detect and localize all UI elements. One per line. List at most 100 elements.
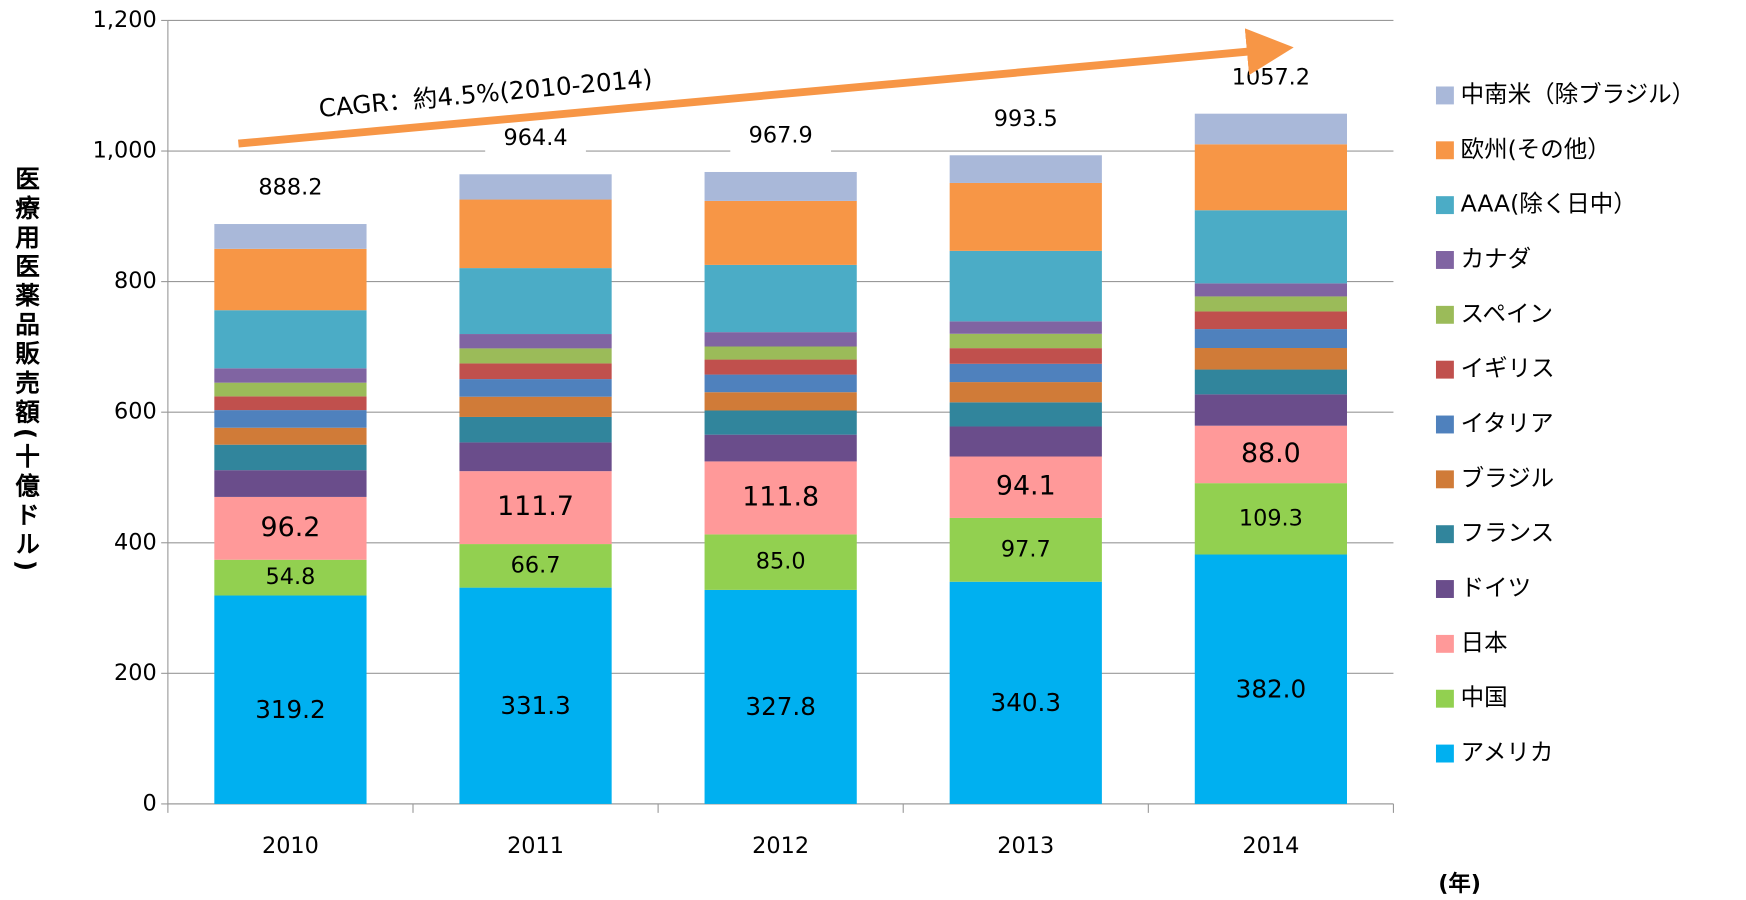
total-label: 993.5	[994, 106, 1058, 132]
legend-swatch	[1435, 141, 1454, 160]
bar-segment	[949, 250, 1102, 322]
bar-segment	[949, 517, 1102, 582]
legend-label: ドイツ	[1461, 574, 1532, 602]
bar-segment	[704, 410, 857, 435]
bar-segment	[1194, 296, 1347, 312]
total-label-bg	[730, 118, 832, 155]
legend-label: スペイン	[1461, 299, 1553, 327]
y-tick-label: 600	[114, 399, 157, 425]
y-tick-label: 800	[114, 268, 157, 294]
x-tick-label: 2013	[997, 833, 1054, 859]
legend-label: 中国	[1461, 683, 1508, 711]
y-axis-label: 医療用医薬品販売額(十億ドル)	[12, 166, 41, 576]
bar-segment	[704, 171, 857, 201]
bar-segment	[704, 534, 857, 590]
bar-segment	[214, 396, 367, 411]
legend-label: AAA(除く日中）	[1461, 190, 1637, 218]
legend-swatch	[1435, 305, 1454, 324]
bar-segment	[214, 248, 367, 311]
bar-segment	[1194, 483, 1347, 555]
bar-segment	[704, 359, 857, 375]
bar-segment	[1194, 210, 1347, 284]
bar-segment	[704, 332, 857, 347]
bar-segment	[704, 374, 857, 393]
data-label: 97.7	[1001, 536, 1051, 562]
bar-segment	[459, 348, 612, 364]
bar-segment	[1194, 394, 1347, 426]
data-label: 319.2	[255, 695, 325, 724]
bar-segment	[459, 471, 612, 545]
total-label-bg	[485, 120, 586, 157]
total-label: 1057.2	[1232, 64, 1310, 90]
legend-label: 欧州(その他）	[1461, 135, 1611, 163]
bar-segment	[949, 581, 1102, 804]
bar-segment	[1194, 283, 1347, 297]
bar-segment	[1194, 113, 1347, 145]
legend-swatch	[1435, 689, 1454, 708]
data-label: 96.2	[261, 512, 321, 543]
cagr-arrow	[238, 28, 1294, 148]
bar-segment	[704, 392, 857, 411]
legend-label: カナダ	[1461, 244, 1532, 272]
y-tick-label: 1,000	[93, 138, 157, 164]
bar-segment	[1194, 348, 1347, 370]
legend-swatch	[1435, 196, 1454, 215]
total-label-bg	[240, 170, 341, 207]
legend-swatch	[1435, 634, 1454, 653]
bar-segment	[949, 333, 1102, 349]
data-label: 94.1	[996, 471, 1056, 502]
bar-segment	[214, 410, 367, 428]
bar-segment	[949, 182, 1102, 251]
bar-segment	[459, 396, 612, 417]
bar-segment	[459, 442, 612, 472]
bar-segment	[214, 595, 367, 804]
bar-segment	[949, 456, 1102, 518]
bar-segment	[214, 444, 367, 471]
bar-segment	[214, 496, 367, 560]
data-label: 109.3	[1239, 505, 1303, 531]
bar-segment	[1194, 329, 1347, 349]
legend-swatch	[1435, 415, 1454, 434]
data-label: 331.3	[500, 691, 570, 720]
bar-segment	[949, 363, 1102, 383]
x-tick-label: 2011	[507, 833, 564, 859]
x-tick-label: 2014	[1242, 833, 1299, 859]
legend-label: イギリス	[1461, 354, 1555, 382]
y-tick-label: 400	[114, 529, 157, 555]
bar-segment	[704, 461, 857, 535]
bar-segment	[459, 174, 612, 200]
bar-segment	[949, 402, 1102, 427]
bar-segment	[949, 348, 1102, 364]
x-tick-label: 2012	[752, 833, 809, 859]
bar-segment	[214, 368, 367, 383]
bar-segment	[214, 224, 367, 249]
legend-label: 日本	[1461, 628, 1508, 656]
total-label-bg	[975, 101, 1077, 138]
bar-segment	[459, 587, 612, 804]
bar-segment	[214, 559, 367, 596]
data-label: 88.0	[1241, 438, 1301, 469]
total-label: 967.9	[749, 123, 813, 149]
bar-segment	[704, 264, 857, 333]
bar-segment	[214, 382, 367, 397]
legend-label: 中南米（除ブラジル）	[1461, 80, 1696, 108]
bar-segment	[949, 382, 1102, 403]
data-label: 327.8	[745, 692, 815, 721]
bar-segment	[459, 268, 612, 335]
y-tick-label: 200	[114, 660, 157, 686]
data-label: 382.0	[1236, 674, 1306, 703]
x-tick-label: 2010	[262, 833, 319, 859]
bar-segment	[1194, 144, 1347, 211]
data-label: 111.7	[497, 491, 574, 522]
bar-segment	[949, 321, 1102, 334]
legend-label: フランス	[1461, 519, 1555, 547]
legend-swatch	[1435, 251, 1454, 269]
y-tick-label: 1,200	[93, 7, 157, 33]
bar-segment	[1194, 554, 1347, 804]
bar-segment	[459, 544, 612, 588]
data-label: 340.3	[991, 688, 1061, 717]
bar-segment	[704, 200, 857, 265]
data-label: 54.8	[266, 564, 316, 590]
